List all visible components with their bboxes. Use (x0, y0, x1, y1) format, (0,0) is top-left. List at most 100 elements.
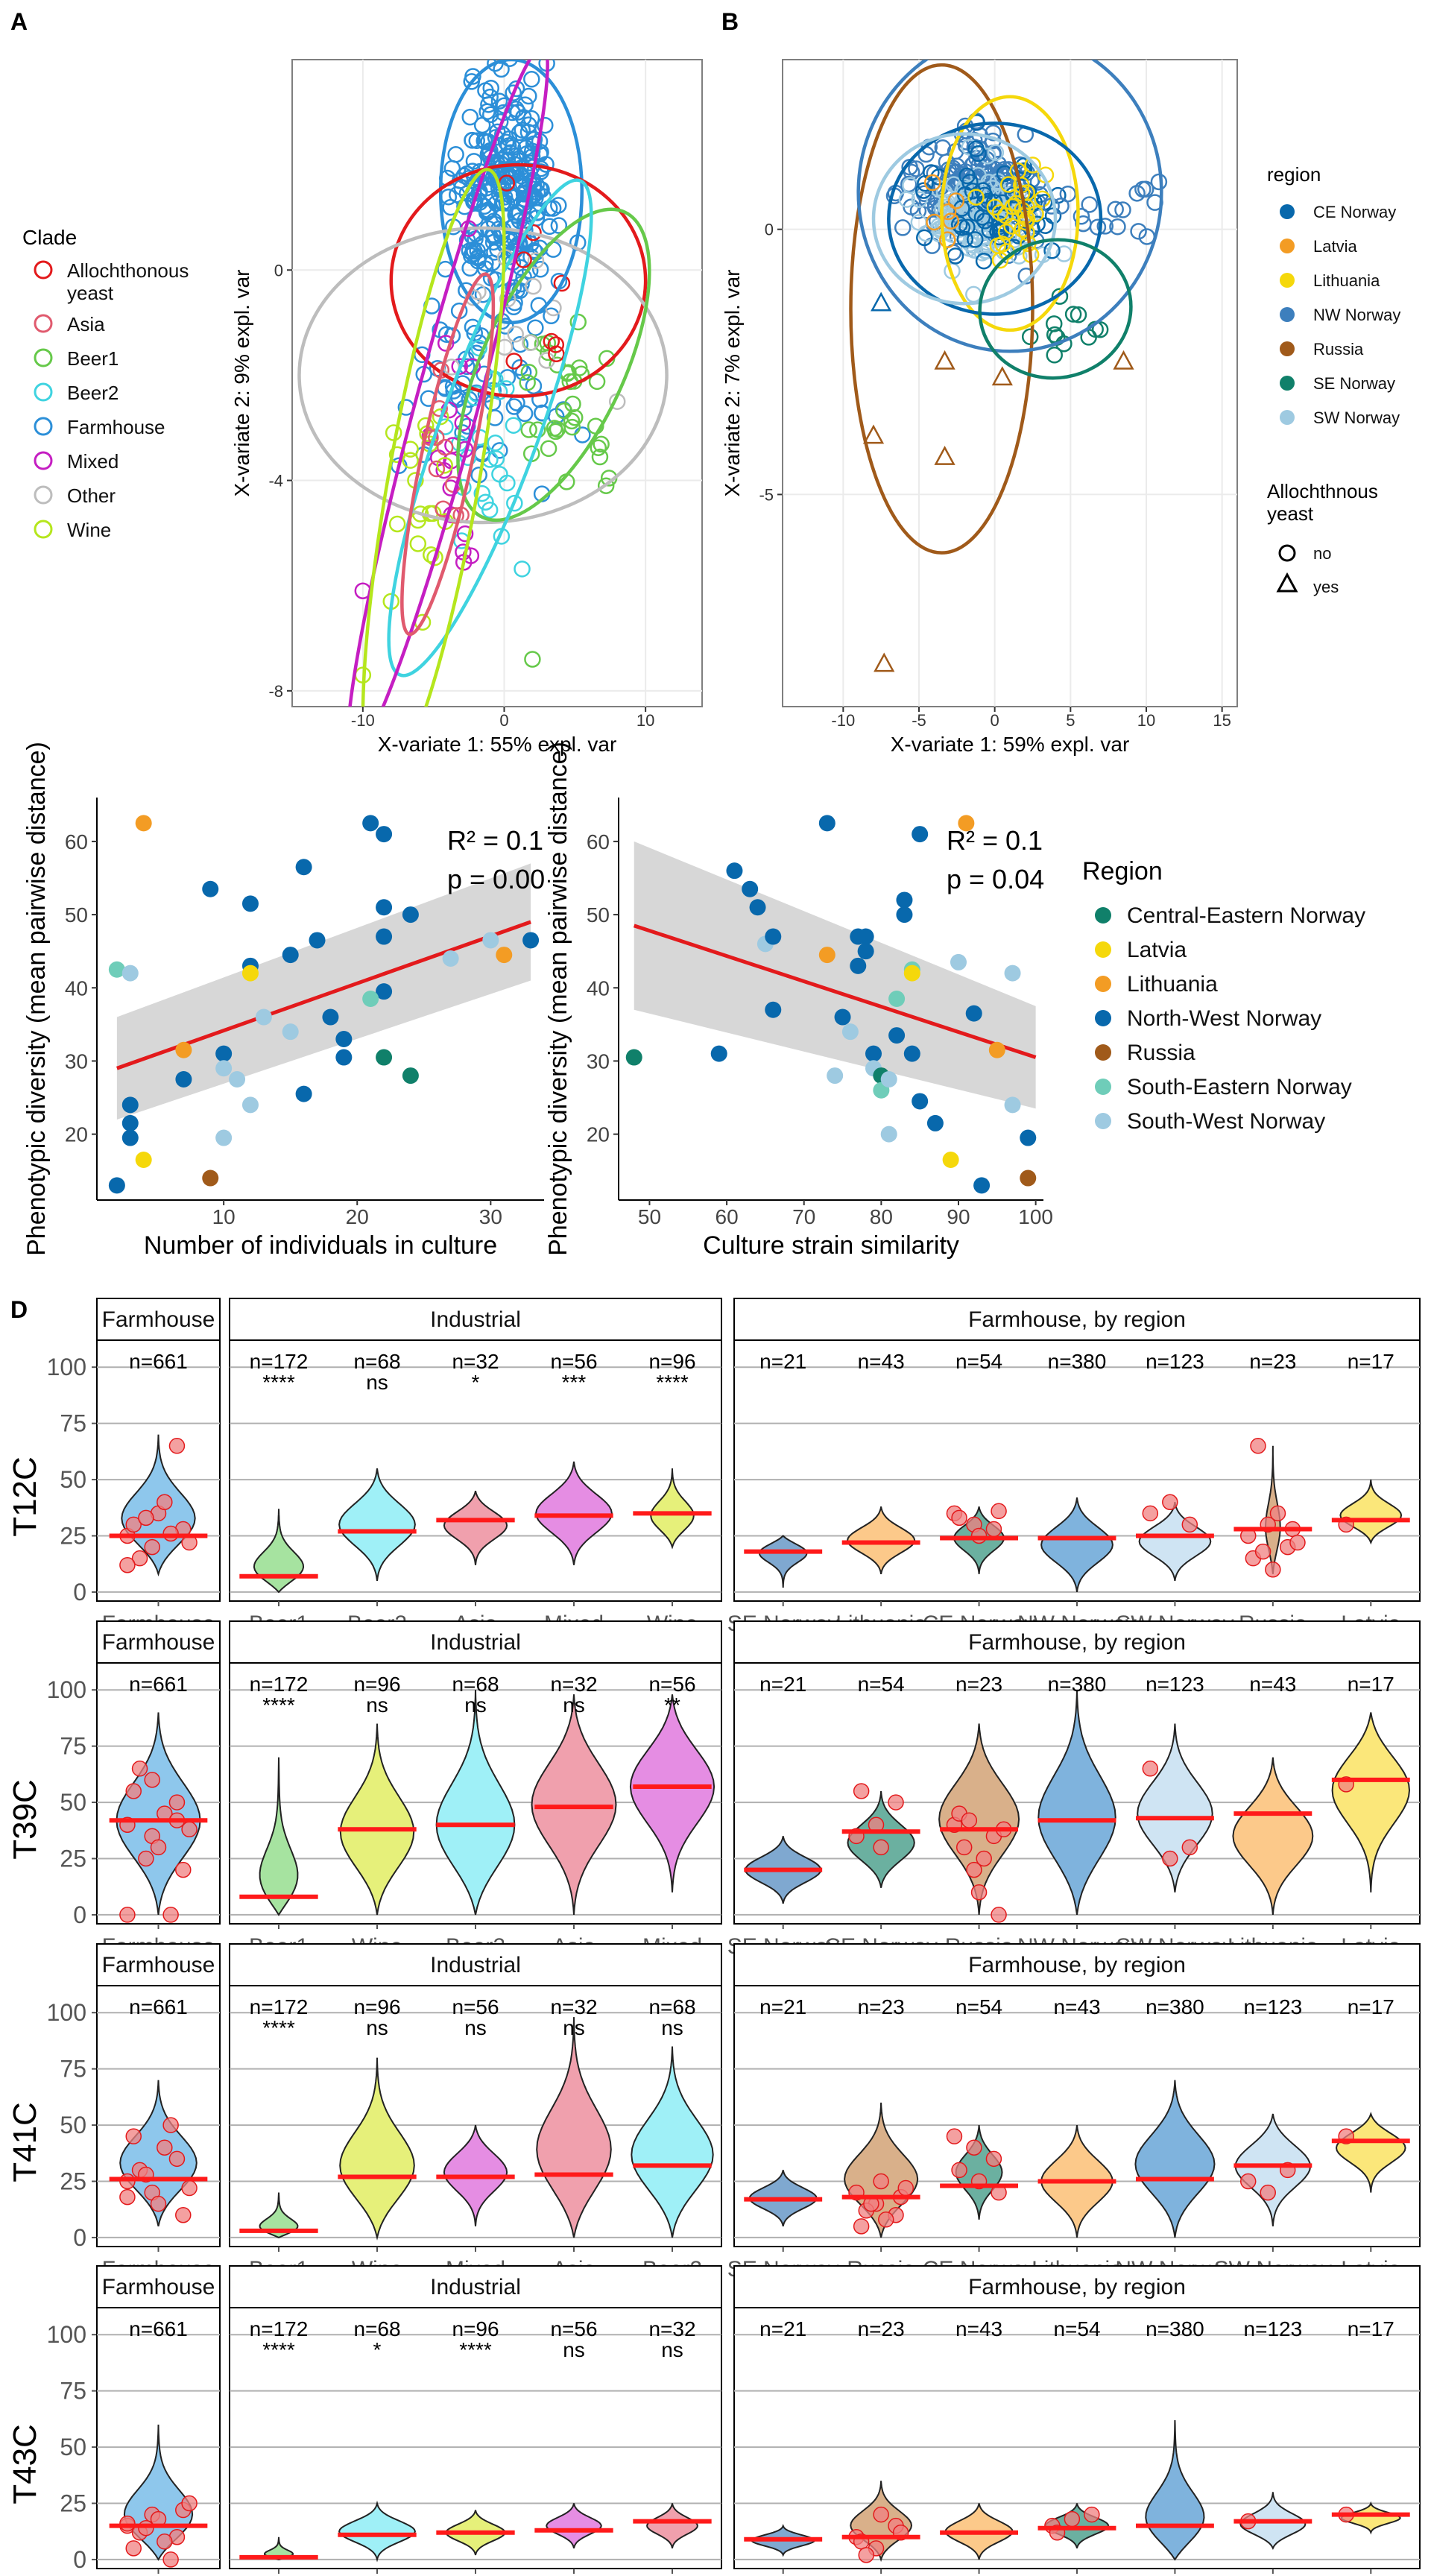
row-label: T12C (7, 1456, 43, 1537)
legend-key (1280, 341, 1295, 356)
scatter-point (295, 859, 312, 876)
y-tick-label: 25 (60, 2168, 86, 2195)
scatter-point (997, 223, 1015, 241)
regression-line (633, 924, 1037, 1059)
significance-label: **** (656, 1371, 689, 1394)
violin-sw-norway (1234, 2113, 1312, 2226)
scatter-point (1070, 306, 1087, 323)
confidence-ellipse (978, 238, 1133, 380)
scatter-point (362, 991, 379, 1007)
scatter-point (742, 880, 759, 897)
scatter-point (548, 345, 565, 363)
jitter-point (853, 1783, 870, 1799)
y-tick-label: 100 (47, 1676, 86, 1703)
jitter-point (131, 1761, 148, 1777)
confidence-ellipse (297, 226, 669, 525)
scatter-point (1081, 196, 1098, 213)
jitter-point (1289, 1534, 1306, 1551)
scatter-point (1020, 1169, 1037, 1187)
jitter-point (162, 2117, 179, 2133)
scatter-point (202, 1169, 219, 1187)
scatter-point (442, 479, 459, 496)
jitter-point (951, 1509, 967, 1527)
x-axis-label: Culture strain similarity (703, 1231, 959, 1260)
n-label: n=96 (353, 1995, 400, 2018)
jitter-point (157, 2139, 173, 2156)
scatter-point (967, 231, 984, 248)
violin-asia (443, 1490, 508, 1565)
scatter-point (428, 460, 446, 478)
scatter-point (534, 335, 552, 353)
scatter-point (1046, 347, 1064, 364)
scatter-point (857, 928, 874, 945)
scatter-point (818, 815, 835, 832)
violin-beer1 (259, 1757, 299, 1916)
legend-label: NW Norway (1313, 306, 1400, 324)
panel-label-a: A (10, 8, 28, 35)
scatter-triangle (934, 350, 955, 370)
significance-label: ns (661, 2016, 683, 2039)
scatter-point (202, 880, 219, 897)
scatter-point (1073, 208, 1090, 225)
scatter-triangle (1113, 350, 1134, 370)
jitter-point (144, 1538, 160, 1556)
jitter-point (125, 2128, 142, 2144)
row-label: T43C (7, 2424, 43, 2504)
x-tick-label: 0 (499, 711, 508, 730)
scatter-point (1020, 1129, 1037, 1146)
violin-nw-norway (1037, 1690, 1116, 1916)
n-label: n=54 (858, 1673, 905, 1696)
x-tick-label: 80 (870, 1205, 893, 1228)
scatter-point (1027, 205, 1044, 223)
plot-c1: 10 20 30 20 30 40 50 60 Number of individuals in… (22, 742, 545, 1260)
n-label: n=380 (1048, 1673, 1107, 1696)
n-label: n=123 (1146, 1350, 1204, 1373)
significance-label: * (373, 2338, 382, 2361)
scatter-point (522, 932, 540, 949)
scatter-point (507, 326, 524, 343)
scatter-point (985, 124, 1002, 142)
scatter-point (376, 928, 393, 945)
x-axis-label: Number of individuals in culture (144, 1231, 497, 1260)
n-label: n=68 (353, 2317, 400, 2340)
n-label: n=123 (1146, 1673, 1204, 1696)
facet-strip (733, 2265, 1421, 2308)
y-tick-label: 60 (65, 830, 88, 853)
legend-label: Latvia (1127, 938, 1187, 962)
jitter-point (1254, 1543, 1272, 1560)
legend-key (34, 348, 53, 367)
x-axis-label: X-variate 1: 59% expl. var (891, 733, 1130, 756)
n-label: n=96 (452, 2317, 499, 2340)
scatter-point (486, 409, 504, 426)
jitter-point (150, 2195, 167, 2212)
scatter-point (563, 412, 581, 430)
y-tick-label: 50 (60, 1789, 86, 1816)
jitter-point (119, 1556, 136, 1573)
jitter-point (976, 1850, 992, 1867)
significance-label: **** (459, 2338, 492, 2361)
scatter-point (531, 145, 549, 163)
scatter-point (463, 73, 481, 90)
row-label: T39C (7, 1779, 43, 1860)
scatter-point (1091, 321, 1109, 338)
scatter-triangle (862, 424, 885, 444)
scatter-point (841, 1023, 859, 1041)
jitter-point (946, 2128, 963, 2144)
confidence-ellipse (871, 132, 1058, 306)
legend-label: Central-Eastern Norway (1127, 903, 1365, 928)
jitter-point (961, 1812, 978, 1828)
scatter-point (376, 899, 393, 916)
scatter-point (999, 176, 1017, 193)
jitter-point (1142, 1761, 1159, 1777)
facet-strip (96, 1620, 221, 1664)
n-label: n=32 (550, 1995, 597, 2018)
scatter-point (456, 525, 474, 543)
plot-b: -10 -5 0 5 10 15 -5 0 X-variate 1: 59% expl. var… (721, 59, 1238, 756)
y-tick-label: 25 (60, 1846, 86, 1872)
n-label: n=661 (129, 2317, 188, 2340)
y-tick-label: -5 (759, 485, 774, 504)
scatter-point (470, 252, 487, 270)
jitter-point (970, 1527, 988, 1544)
